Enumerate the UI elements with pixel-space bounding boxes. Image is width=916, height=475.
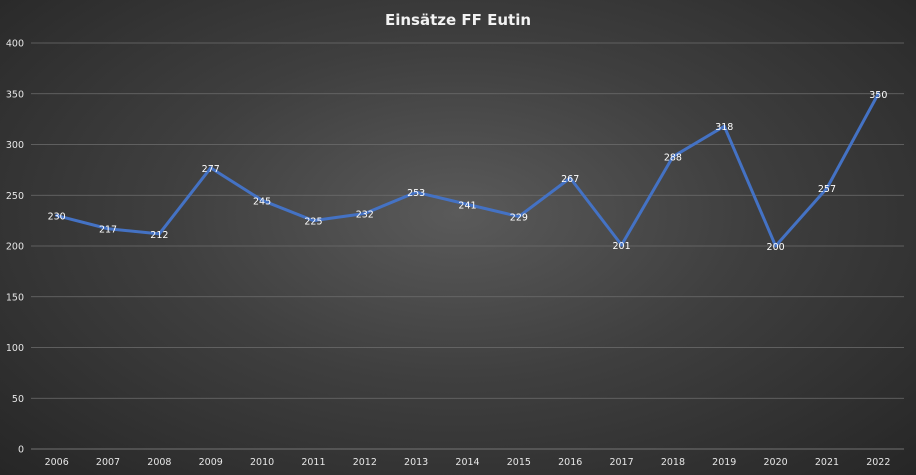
- series-line: [55, 92, 880, 248]
- data-point: [414, 190, 418, 194]
- data-label: 217: [99, 225, 117, 236]
- x-tick-label: 2014: [455, 457, 479, 468]
- data-label: 245: [253, 196, 271, 207]
- y-tick-label: 400: [6, 39, 24, 50]
- data-label: 232: [356, 210, 374, 221]
- x-tick-label: 2007: [96, 457, 120, 468]
- data-point: [568, 176, 572, 180]
- gridlines: [31, 42, 904, 450]
- x-tick-label: 2006: [45, 457, 69, 468]
- data-point: [106, 227, 110, 231]
- data-point: [774, 244, 778, 248]
- x-tick-label: 2019: [712, 457, 736, 468]
- x-tick-label: 2012: [353, 457, 377, 468]
- data-point: [722, 124, 726, 128]
- data-labels: 230 217 212 277 245 225 232 253 241 229 267 201 288 3…: [48, 90, 888, 253]
- x-tick-label: 2018: [661, 457, 685, 468]
- x-tick-label: 2009: [199, 457, 223, 468]
- data-label: 241: [458, 200, 476, 211]
- data-label: 350: [869, 90, 887, 101]
- data-point: [825, 186, 829, 190]
- data-point: [55, 214, 59, 218]
- x-tick-label: 2017: [609, 457, 633, 468]
- data-label: 230: [48, 212, 66, 223]
- chart-title: Einsätze FF Eutin: [385, 11, 531, 29]
- data-label: 200: [767, 242, 785, 253]
- data-label: 257: [818, 184, 836, 195]
- x-axis-ticks: 2006 2007 2008 2009 2010 2011 2012 2013 2014 2015…: [45, 457, 891, 468]
- y-tick-label: 50: [12, 394, 24, 405]
- x-tick-label: 2013: [404, 457, 428, 468]
- data-point: [620, 243, 624, 247]
- y-tick-label: 350: [6, 89, 24, 100]
- data-label: 267: [561, 174, 579, 185]
- series-layer: [55, 92, 880, 248]
- x-tick-label: 2015: [507, 457, 531, 468]
- data-point: [260, 198, 264, 202]
- data-point: [671, 155, 675, 159]
- x-tick-label: 2008: [147, 457, 171, 468]
- data-label: 288: [664, 153, 682, 164]
- y-tick-label: 250: [6, 191, 24, 202]
- data-point: [157, 232, 161, 236]
- data-point: [876, 92, 880, 96]
- y-tick-label: 300: [6, 140, 24, 151]
- data-point: [466, 202, 469, 206]
- x-tick-label: 2011: [301, 457, 325, 468]
- x-tick-label: 2020: [764, 457, 788, 468]
- data-label: 277: [202, 164, 220, 175]
- data-point: [363, 212, 367, 216]
- data-label: 253: [407, 188, 425, 199]
- data-label: 318: [715, 122, 733, 133]
- data-point: [517, 215, 521, 219]
- data-label: 201: [612, 241, 630, 252]
- y-tick-label: 150: [6, 292, 24, 303]
- y-axis-ticks: 0 50 100 150 200 250 300 350 400: [6, 39, 24, 456]
- y-tick-label: 200: [6, 242, 24, 253]
- data-label: 212: [150, 230, 168, 241]
- data-point: [209, 166, 213, 170]
- y-tick-label: 100: [6, 343, 24, 354]
- x-tick-label: 2021: [815, 457, 839, 468]
- data-point: [311, 219, 315, 223]
- x-tick-label: 2010: [250, 457, 274, 468]
- data-label: 229: [510, 213, 528, 224]
- y-tick-label: 0: [18, 445, 24, 456]
- data-label: 225: [304, 217, 322, 228]
- x-tick-label: 2022: [866, 457, 890, 468]
- x-tick-label: 2016: [558, 457, 582, 468]
